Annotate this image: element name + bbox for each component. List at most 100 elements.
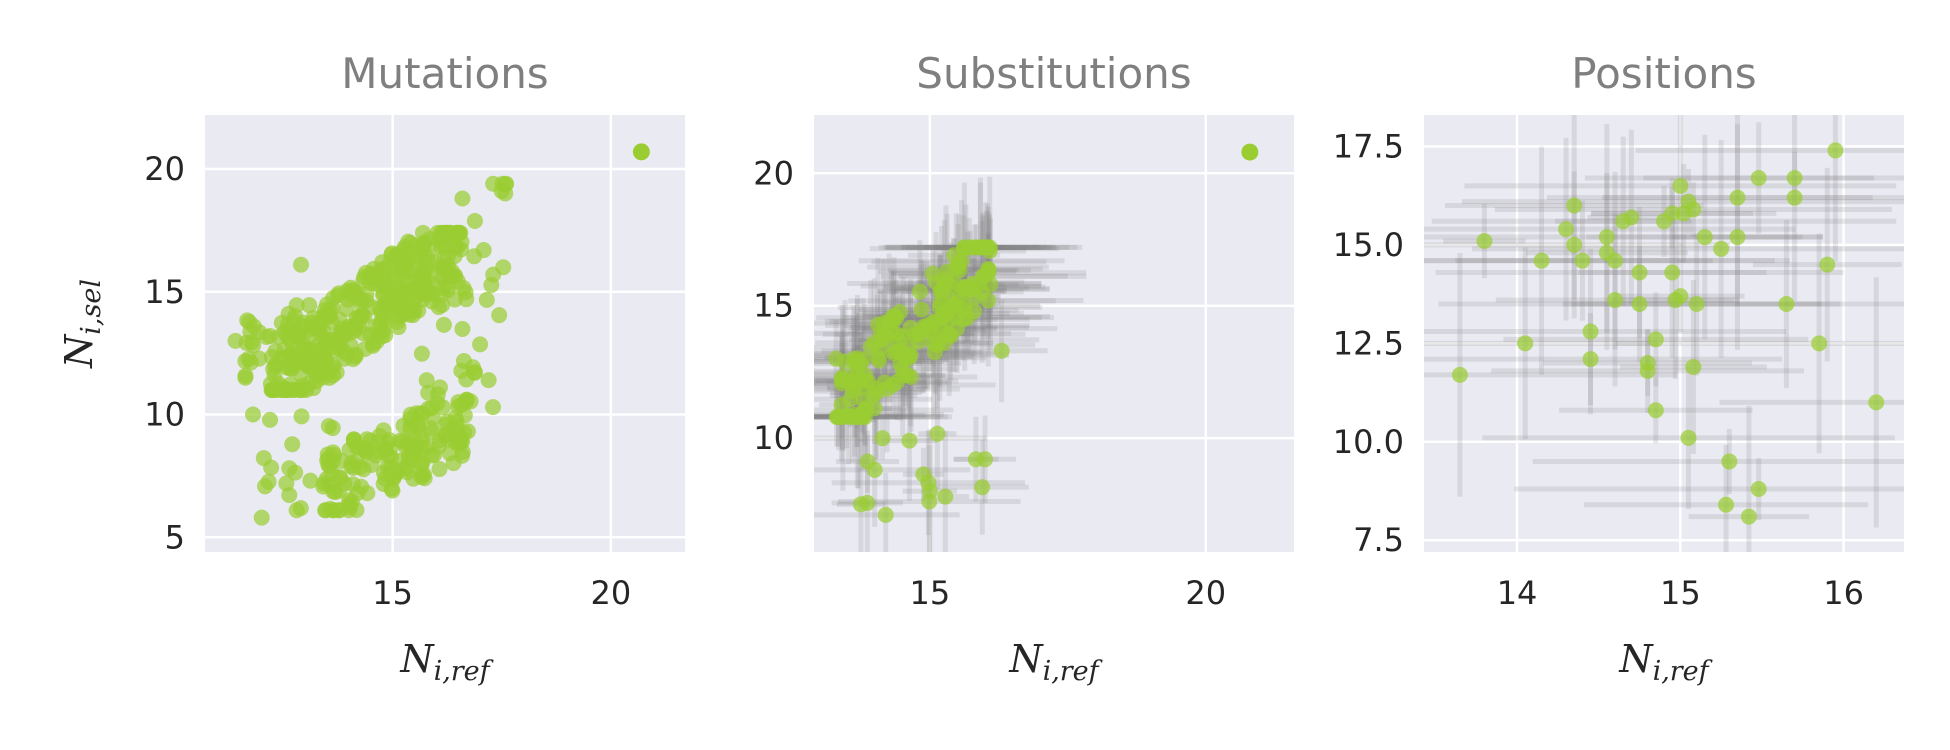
data-point: [974, 479, 991, 496]
data-point: [309, 342, 326, 359]
outlier-point: [1241, 143, 1259, 161]
data-point: [1574, 252, 1591, 269]
x-tick-label: 20: [1185, 574, 1226, 612]
data-point: [423, 400, 440, 417]
data-point: [343, 458, 360, 475]
data-point: [325, 357, 342, 374]
data-point: [331, 329, 348, 346]
data-point: [1582, 323, 1599, 340]
data-point: [1639, 362, 1656, 379]
data-point: [1451, 366, 1468, 383]
data-point: [828, 350, 845, 367]
data-point: [966, 303, 983, 320]
data-point: [255, 450, 272, 467]
data-point: [980, 292, 997, 309]
data-point: [293, 408, 310, 425]
data-point: [379, 434, 396, 451]
data-point: [363, 268, 380, 285]
panel-title: Positions: [1571, 49, 1756, 98]
y-axis-label-base: N: [57, 333, 101, 369]
data-point: [888, 309, 905, 326]
data-point: [1558, 221, 1575, 238]
data-point: [245, 318, 262, 335]
data-point: [395, 417, 412, 434]
x-tick-label: 14: [1497, 574, 1538, 612]
x-axis-label: Ni,ref: [1618, 637, 1712, 687]
data-point: [284, 436, 301, 453]
x-axis-label-base: N: [1008, 637, 1044, 681]
data-point: [1672, 288, 1689, 305]
data-point: [1607, 252, 1624, 269]
x-axis-label-subscript: i,ref: [1043, 656, 1103, 687]
data-points: [227, 175, 515, 526]
data-point: [389, 298, 406, 315]
data-point: [964, 275, 981, 292]
data-point: [483, 277, 500, 294]
x-axis-label-subscript: i,ref: [1653, 656, 1713, 687]
data-point: [301, 297, 318, 314]
data-marks: [1424, 115, 1904, 552]
data-point: [1786, 169, 1803, 186]
data-point: [404, 443, 421, 460]
data-point: [320, 418, 337, 435]
data-point: [1680, 429, 1697, 446]
data-point: [977, 451, 994, 468]
data-point: [1688, 295, 1705, 312]
data-marks: [814, 176, 1087, 552]
outlier-point: [632, 143, 650, 161]
data-point: [295, 341, 312, 358]
x-axis-label: Ni,ref: [399, 637, 493, 687]
substitutions-panel: 15 20 10 15 20 Ni,ref Substitutions: [753, 49, 1294, 687]
data-point: [480, 372, 497, 389]
data-point: [1729, 189, 1746, 206]
y-tick-label: 12.5: [1333, 324, 1404, 362]
data-point: [1685, 358, 1702, 375]
data-point: [1778, 295, 1795, 312]
data-point: [227, 332, 244, 349]
data-points: [1451, 142, 1885, 525]
data-point: [1819, 256, 1836, 273]
data-point: [302, 472, 319, 489]
data-point: [1631, 295, 1648, 312]
data-point: [915, 466, 932, 483]
data-point: [267, 381, 284, 398]
data-point: [493, 183, 510, 200]
data-point: [1566, 197, 1583, 214]
data-marks: [227, 175, 515, 526]
data-point: [435, 316, 452, 333]
data-point: [237, 369, 254, 386]
data-point: [852, 496, 869, 513]
data-point: [281, 460, 298, 477]
data-point: [445, 455, 462, 472]
data-point: [418, 372, 435, 389]
data-point: [874, 430, 891, 447]
y-tick-label: 20: [753, 154, 794, 192]
data-point: [1718, 496, 1735, 513]
data-point: [337, 345, 354, 362]
data-point: [921, 483, 938, 500]
y-tick-label: 10: [753, 419, 794, 457]
data-point: [253, 509, 270, 526]
plot-area: [1424, 115, 1904, 552]
data-point: [1729, 229, 1746, 246]
data-point: [450, 398, 467, 415]
data-points: [828, 239, 1010, 523]
data-point: [454, 190, 471, 207]
data-point: [340, 496, 357, 513]
data-point: [300, 357, 317, 374]
data-point: [351, 309, 368, 326]
data-point: [1533, 252, 1550, 269]
data-point: [876, 374, 893, 391]
data-point: [406, 302, 423, 319]
data-point: [860, 373, 877, 390]
data-point: [945, 296, 962, 313]
data-point: [866, 400, 883, 417]
data-point: [1566, 236, 1583, 253]
data-point: [414, 455, 431, 472]
data-point: [913, 301, 930, 318]
data-point: [434, 296, 451, 313]
data-point: [430, 438, 447, 455]
data-point: [278, 475, 295, 492]
data-point: [942, 278, 959, 295]
